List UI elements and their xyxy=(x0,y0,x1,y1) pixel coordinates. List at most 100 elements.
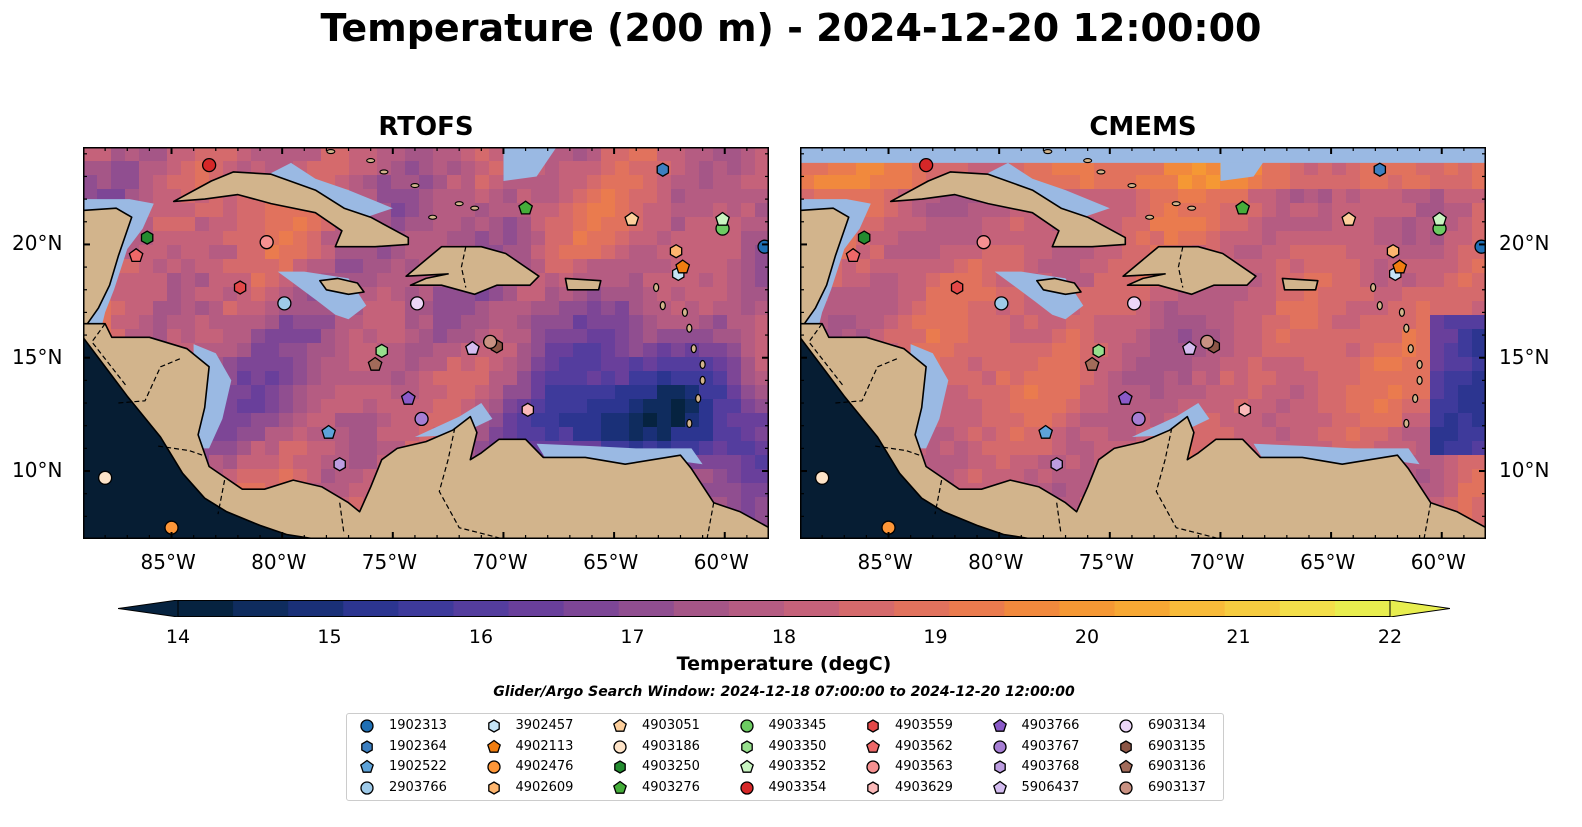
float-marker-cmems-4903562 xyxy=(845,247,861,263)
legend-label: 4903562 xyxy=(895,738,953,754)
legend-marker-pentagon-icon xyxy=(613,780,627,794)
legend-label: 4902113 xyxy=(515,738,574,754)
legend-label: 4903345 xyxy=(768,718,827,733)
colorbar-swatch xyxy=(839,600,895,617)
legend-label: 4903350 xyxy=(768,738,827,754)
colorbar-swatch xyxy=(508,600,565,617)
legend-label: 4902609 xyxy=(515,779,574,795)
float-marker-rtofs-2903766 xyxy=(277,296,292,311)
legend-label: 4903051 xyxy=(642,718,700,733)
lon-tick-label-rtofs: 65°W xyxy=(583,550,639,574)
float-marker-cmems-4903186 xyxy=(814,470,830,485)
legend-marker xyxy=(992,780,1007,794)
lon-tick-label-cmems: 85°W xyxy=(857,550,913,574)
colorbar-swatch xyxy=(1004,600,1060,617)
legend-marker xyxy=(613,780,627,794)
colorbar xyxy=(118,600,1450,617)
legend-label: 4903629 xyxy=(895,779,953,795)
float-marker-rtofs-4903563 xyxy=(259,235,274,250)
legend-marker xyxy=(360,780,374,795)
legend-label: 6903135 xyxy=(1148,738,1206,754)
legend-marker xyxy=(993,760,1006,774)
legend-marker xyxy=(487,780,500,795)
map-panel-cmems xyxy=(800,147,1486,539)
legend-marker-hexagon-icon xyxy=(361,739,373,754)
legend-marker xyxy=(739,780,754,795)
legend-label: 4903559 xyxy=(895,718,953,733)
legend-marker-pentagon-icon xyxy=(739,759,754,773)
legend-marker xyxy=(867,719,879,733)
float-marker-rtofs-5906437 xyxy=(465,340,480,355)
legend-marker-circle-icon xyxy=(739,780,754,795)
legend-marker xyxy=(361,739,373,754)
float-marker-rtofs-6903137 xyxy=(483,334,498,350)
legend-marker-hexagon-icon xyxy=(740,739,753,754)
float-marker-rtofs-4903766 xyxy=(400,390,416,405)
colorbar-label: Temperature (degC) xyxy=(676,653,892,675)
lon-tick-label-rtofs: 60°W xyxy=(693,550,749,574)
colorbar-swatch xyxy=(398,600,454,617)
legend-marker xyxy=(739,719,754,733)
lon-tick-label-rtofs: 75°W xyxy=(361,550,418,574)
float-marker-rtofs-4903559 xyxy=(233,280,247,295)
float-marker-cmems-4903563 xyxy=(976,235,991,250)
lon-tick-label-rtofs: 80°W xyxy=(251,550,307,574)
colorbar-swatch xyxy=(949,600,1005,617)
colorbar-tick-label: 18 xyxy=(771,626,797,648)
legend-marker-pentagon-icon xyxy=(613,718,627,732)
float-marker-cmems-6903136 xyxy=(1084,356,1100,371)
float-marker-rtofs-4903186 xyxy=(97,470,113,485)
legend-marker xyxy=(1120,739,1132,754)
legend-label: 4903186 xyxy=(642,738,700,754)
observation-markers xyxy=(97,157,769,535)
colorbar-swatch xyxy=(178,600,234,617)
lat-tick-label-left: 20°N xyxy=(12,231,63,256)
float-marker-cmems-4903354 xyxy=(918,157,934,173)
legend-label: 5906437 xyxy=(1021,779,1080,795)
legend-marker-circle-icon xyxy=(360,780,374,795)
colorbar-tick-label: 17 xyxy=(620,626,645,648)
colorbar-swatch xyxy=(784,600,840,617)
float-marker-cmems-4903352 xyxy=(1432,211,1447,226)
colorbar-swatch xyxy=(894,600,950,617)
legend-label: 1902364 xyxy=(389,738,447,754)
colorbar-swatch xyxy=(618,600,675,617)
legend-marker-pentagon-icon xyxy=(486,739,501,753)
float-marker-rtofs-1902313 xyxy=(757,239,769,254)
float-marker-rtofs-4903768 xyxy=(333,456,346,472)
lon-tick-label-rtofs: 85°W xyxy=(140,550,196,574)
float-marker-rtofs-1902364 xyxy=(656,162,670,177)
legend-marker-circle-icon xyxy=(866,760,880,774)
legend-label: 4903352 xyxy=(768,759,827,774)
legend-marker-hexagon-icon xyxy=(1120,739,1132,754)
float-marker-cmems-1902313 xyxy=(1474,239,1486,254)
legend-marker-circle-icon xyxy=(1119,719,1133,733)
float-marker-cmems-1902522 xyxy=(1038,424,1054,439)
legend-label: 4902476 xyxy=(515,759,574,774)
lon-tick-label-cmems: 60°W xyxy=(1410,550,1466,574)
legend-marker xyxy=(1119,719,1133,733)
figure-title: Temperature (200 m) - 2024-12-20 12:00:0… xyxy=(320,6,1262,50)
lat-tick-label-right: 15°N xyxy=(1499,344,1550,369)
legend-marker xyxy=(739,759,754,773)
float-marker-rtofs-4903352 xyxy=(715,211,730,226)
float-marker-cmems-5906437 xyxy=(1182,340,1197,355)
colorbar-swatch xyxy=(1279,600,1336,617)
colorbar-swatch xyxy=(343,600,399,617)
legend-marker xyxy=(867,780,879,795)
colorbar-swatch xyxy=(673,600,730,617)
legend-label: 3902457 xyxy=(515,718,574,733)
colorbar-swatch xyxy=(1114,600,1171,617)
legend-marker xyxy=(992,739,1007,754)
legend-marker xyxy=(486,739,501,753)
legend-marker-circle-icon xyxy=(992,739,1007,754)
float-marker-rtofs-6903134 xyxy=(409,296,425,311)
legend-marker-circle-icon xyxy=(613,739,627,754)
geography xyxy=(800,147,1486,539)
colorbar-swatch xyxy=(1334,600,1391,617)
float-marker-rtofs-4903629 xyxy=(521,402,535,418)
map-canvas-cmems xyxy=(800,147,1486,539)
legend-marker-hexagon-icon xyxy=(614,760,626,774)
float-marker-cmems-4903350 xyxy=(1092,343,1106,359)
colorbar-tick-label: 21 xyxy=(1226,626,1251,648)
